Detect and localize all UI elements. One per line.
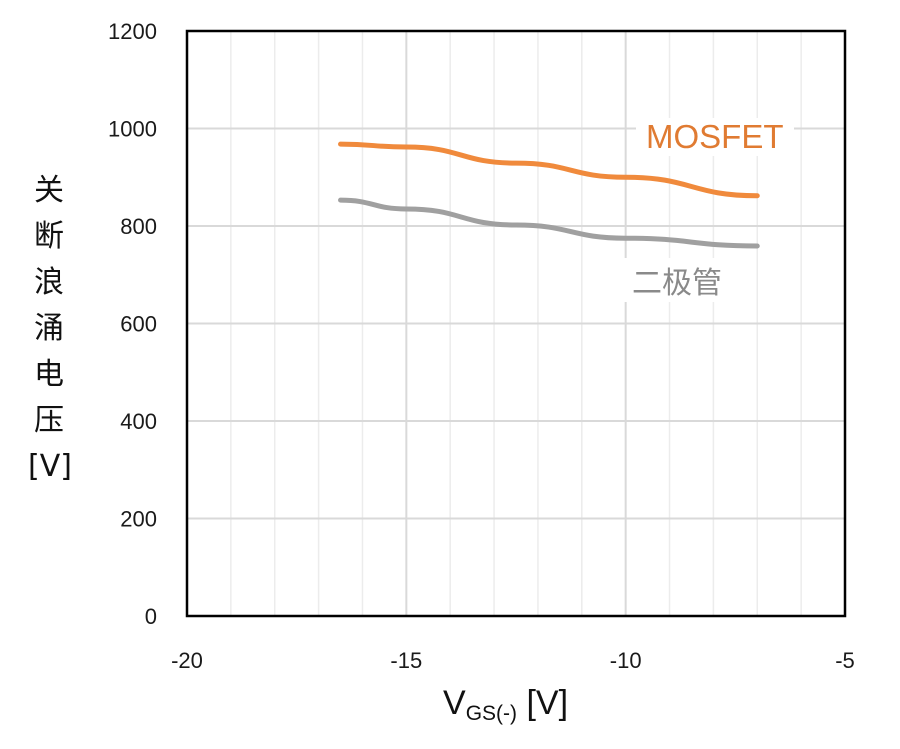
- y-axis-label-char: 涌: [34, 311, 64, 346]
- y-tick-label: 1200: [108, 19, 157, 44]
- plot-frame: [185, 29, 847, 618]
- series-line-mosfet: [338, 141, 760, 199]
- y-tick-label: 800: [120, 214, 157, 239]
- legend-label-diode: 二极管: [622, 258, 732, 302]
- x-axis-label-sub: GS(-): [465, 702, 518, 725]
- y-tick-label: 200: [120, 507, 157, 532]
- x-tick-label: -5: [835, 648, 855, 673]
- x-axis-label: VGS(-) [V]: [443, 684, 568, 726]
- y-axis-label-char: 浪: [34, 265, 64, 300]
- series-line-diode: [338, 197, 760, 249]
- legend-label-mosfet: MOSFET: [636, 118, 794, 156]
- y-axis-label-char: 压: [34, 403, 64, 438]
- y-tick-label: 1000: [108, 117, 157, 142]
- y-axis-label-char: 关: [34, 173, 64, 208]
- y-axis-label-char: [V]: [28, 449, 72, 484]
- y-axis-label-char: 断: [34, 219, 64, 254]
- x-axis-label-unit: [V]: [526, 684, 569, 722]
- series-lines: [338, 141, 760, 249]
- y-tick-label: 400: [120, 409, 157, 434]
- y-axis-ticks: 0 200 400 600 800 1000 1200: [108, 19, 157, 629]
- x-axis-label-main: V: [443, 684, 466, 722]
- x-tick-label: -15: [390, 648, 422, 673]
- x-tick-label: -20: [171, 648, 203, 673]
- x-tick-label: -10: [610, 648, 642, 673]
- y-tick-label: 0: [145, 604, 157, 629]
- y-tick-label: 600: [120, 312, 157, 337]
- x-axis-ticks: -20 -15 -10 -5: [171, 648, 855, 673]
- y-axis-label-char: 电: [34, 357, 64, 392]
